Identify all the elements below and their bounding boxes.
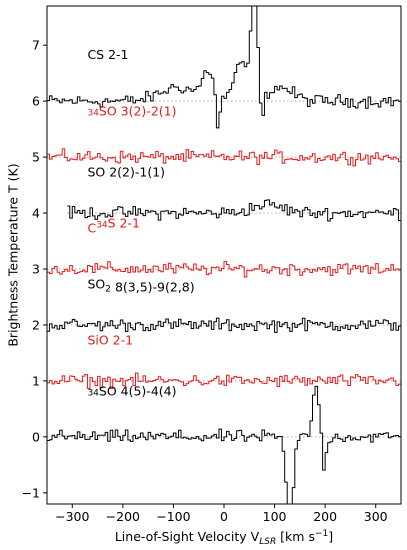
series-label-1: 34SO 3(2)-2(1)	[87, 104, 176, 119]
y-tick-label-2: 1	[32, 373, 40, 388]
x-tick-label-0: −300	[55, 509, 89, 524]
series-label-5: SiO 2-1	[87, 333, 133, 348]
x-tick-label-4: 100	[263, 509, 287, 524]
spectrum-2	[67, 199, 401, 222]
spectrum-0	[47, 6, 401, 129]
x-tick-label-2: −100	[156, 509, 190, 524]
spectrum-6	[47, 385, 401, 504]
y-tick-label-0: −1	[22, 485, 40, 500]
spectra-group	[47, 6, 401, 504]
spectrum-5	[47, 372, 401, 390]
y-tick-label-4: 3	[32, 261, 40, 276]
y-tick-label-5: 4	[32, 206, 40, 221]
series-label-4: SO2 8(3,5)-9(2,8)	[87, 277, 194, 295]
spectrum-3	[47, 260, 401, 278]
x-tick-label-6: 300	[364, 509, 388, 524]
series-label-2: SO 2(2)-1(1)	[87, 165, 165, 180]
y-tick-label-6: 5	[32, 150, 40, 165]
plot-frame	[46, 5, 402, 505]
series-labels: CS 2-1 34SO 3(2)-2(1) SO 2(2)-1(1) C34S 2-1…	[87, 47, 194, 398]
y-axis-label: Brightness Temperature T (K)	[6, 163, 21, 346]
y-tick-label-8: 7	[32, 38, 40, 53]
x-tick-label-1: −200	[106, 509, 140, 524]
y-tick-label-3: 2	[32, 317, 40, 332]
series-label-3: C34S 2-1	[87, 216, 140, 236]
x-axis-label: Line-of-Sight Velocity VLSR [km s−1]	[115, 529, 333, 547]
y-tick-label-7: 6	[32, 94, 40, 109]
x-axis: −300 −200 −100 0 100 200 300	[55, 504, 388, 524]
x-tick-label-5: 200	[313, 509, 337, 524]
series-label-0: CS 2-1	[87, 47, 128, 62]
x-tick-label-3: 0	[220, 509, 228, 524]
y-axis: −1 0 1 2 3 4 5 6 7	[22, 38, 47, 500]
spectrum-4	[47, 317, 401, 333]
spectrum-1	[47, 148, 401, 167]
y-tick-label-1: 0	[32, 429, 40, 444]
series-label-6: 34SO 4(5)-4(4)	[87, 383, 176, 398]
